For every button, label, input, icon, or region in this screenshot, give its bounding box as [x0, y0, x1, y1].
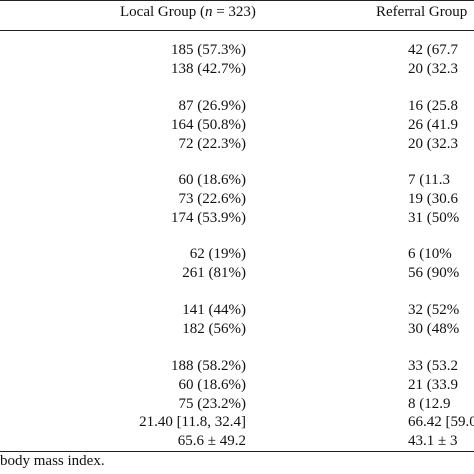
table-footnote: body mass index. [0, 453, 105, 469]
header-rule [0, 30, 474, 31]
table-cell-referral: 31 (50% [408, 210, 460, 226]
table-cell-referral: 20 (32.3 [408, 61, 458, 77]
table-cell-referral: 19 (30.6 [408, 191, 458, 207]
table-cell-local: 60 (18.6%) [178, 172, 247, 188]
table-cell-local: 75 (23.2%) [178, 396, 247, 412]
table-cell-referral: 6 (10% [408, 246, 452, 262]
table-cell-referral: 56 (90% [408, 265, 460, 281]
table-cell-local: 65.6 ± 49.2 [177, 433, 246, 449]
local-header-suffix: = 323) [212, 4, 256, 20]
table-cell-referral: 33 (53.2 [408, 358, 458, 374]
table-cell-referral: 16 (25.8 [408, 98, 458, 114]
table-cell-referral: 32 (52% [408, 302, 460, 318]
table-cell-local: 138 (42.7%) [171, 61, 246, 77]
table-top-rule [0, 0, 474, 1]
column-header-referral-group: Referral Group [376, 2, 467, 22]
table-cell-local: 182 (56%) [182, 321, 246, 337]
table-cell-local: 87 (26.9%) [178, 98, 247, 114]
table-cell-referral: 7 (11.3 [408, 172, 450, 188]
table-cell-local: 188 (58.2%) [171, 358, 246, 374]
table-cell-local: 73 (22.6%) [178, 191, 247, 207]
table-cell-referral: 26 (41.9 [408, 117, 458, 133]
table-cell-referral: 21 (33.9 [408, 377, 458, 393]
local-header-prefix: Local Group ( [120, 4, 205, 20]
table-cell-local: 21.40 [11.8, 32.4] [139, 414, 246, 430]
table-cell-local: 261 (81%) [182, 265, 246, 281]
table-cell-local: 141 (44%) [182, 302, 246, 318]
table-cell-referral: 20 (32.3 [408, 136, 458, 152]
local-header-n: n [204, 4, 213, 20]
table-cell-local: 174 (53.9%) [171, 210, 246, 226]
table-cell-referral: 43.1 ± 3 [408, 433, 458, 449]
table-cell-local: 60 (18.6%) [178, 377, 247, 393]
table-cell-referral: 8 (12.9 [408, 396, 451, 412]
referral-header-label: Referral Group [376, 4, 468, 20]
table-cell-referral: 30 (48% [408, 321, 460, 337]
table-cell-local: 62 (19%) [189, 246, 246, 262]
table-cell-referral: 66.42 [59.0, [408, 414, 474, 430]
table-cell-referral: 42 (67.7 [408, 42, 458, 58]
column-header-local-group: Local Group (n = 323) [120, 2, 256, 22]
table-cell-local: 164 (50.8%) [171, 117, 246, 133]
table-bottom-rule [0, 451, 474, 452]
table-cell-local: 72 (22.3%) [178, 136, 247, 152]
table-cell-local: 185 (57.3%) [171, 42, 246, 58]
